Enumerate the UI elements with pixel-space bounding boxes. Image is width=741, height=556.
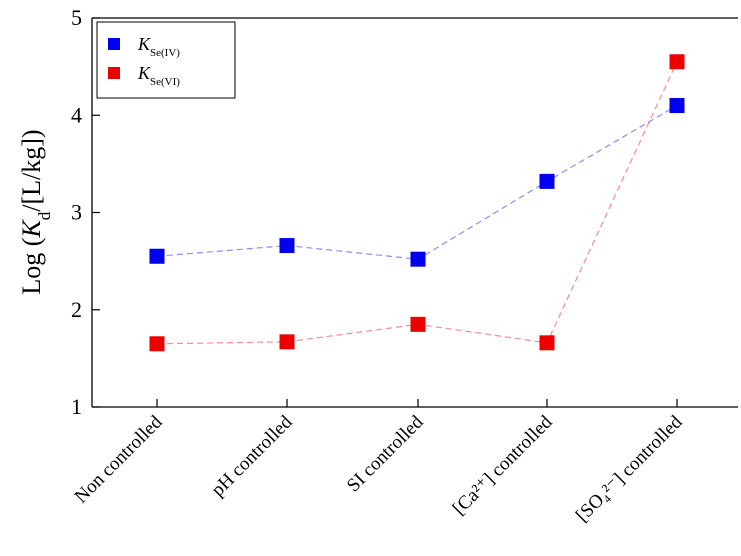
data-point-series-1 <box>279 238 295 254</box>
data-point-series-1 <box>539 173 555 189</box>
x-tick-label: pH controlled <box>207 411 296 500</box>
legend-box <box>96 21 236 99</box>
y-ticks: 1 2 3 4 5 <box>71 5 100 419</box>
x-tick-label: [Ca²⁺] controlled <box>449 411 557 519</box>
series-line-1 <box>156 105 678 260</box>
data-point-series-1 <box>669 98 685 114</box>
x-ticks: Non controlled pH controlled SI controlled… <box>71 399 687 526</box>
series-lines <box>156 61 678 345</box>
data-point-series-1 <box>149 248 165 264</box>
legend-marker-2 <box>108 67 120 79</box>
data-point-series-2 <box>410 316 426 332</box>
y-tick-label: 5 <box>71 5 82 30</box>
data-point-series-2 <box>279 334 295 350</box>
y-tick-label: 1 <box>71 394 82 419</box>
data-point-series-2 <box>149 336 165 352</box>
legend-label-1: KSe(IV) <box>137 34 180 59</box>
y-tick-label: 3 <box>71 200 82 225</box>
x-tick-label: Non controlled <box>71 411 167 507</box>
y-tick-label: 2 <box>71 297 82 322</box>
x-tick-label: SI controlled <box>343 411 428 496</box>
legend-label-2: KSe(VI) <box>137 63 180 88</box>
y-axis-label: Log (Kd/[L/kg]) <box>17 129 54 294</box>
data-point-series-1 <box>410 251 426 267</box>
data-points <box>149 54 685 352</box>
series-line-2 <box>156 61 678 345</box>
legend-marker-1 <box>108 38 120 50</box>
data-point-series-2 <box>539 335 555 351</box>
legend: KSe(IV) KSe(VI) <box>96 21 236 99</box>
x-tick-label: [SO₄²⁻] controlled <box>572 411 687 526</box>
data-point-series-2 <box>669 54 685 70</box>
y-tick-label: 4 <box>71 102 82 127</box>
